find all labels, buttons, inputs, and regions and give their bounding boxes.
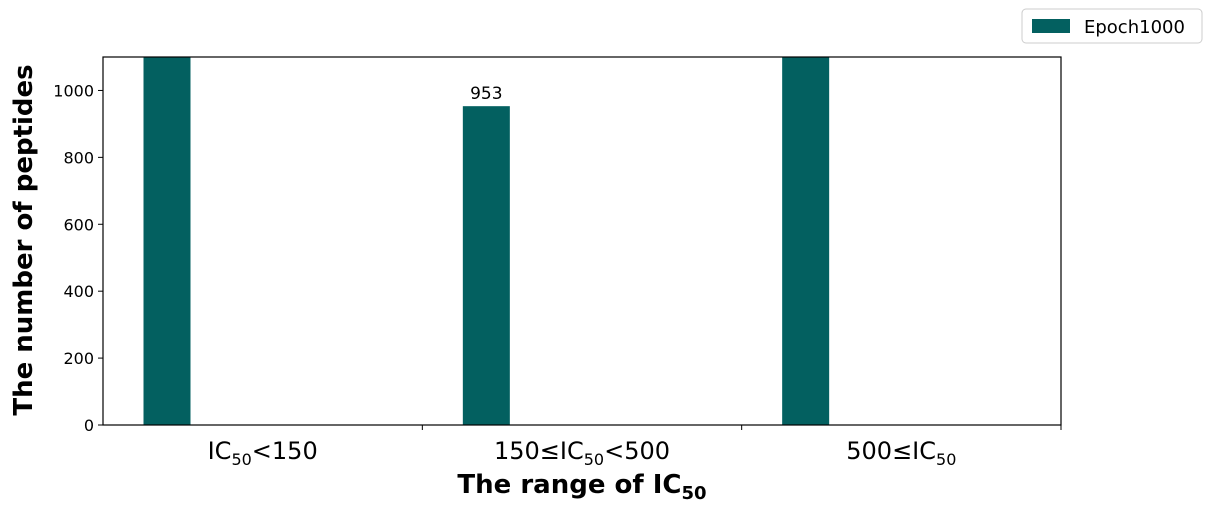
- y-tick-label-0: 0: [84, 416, 94, 435]
- y-tick-label-600: 600: [63, 215, 94, 234]
- y-tick-label-1000: 1000: [53, 81, 94, 100]
- y-tick-label-200: 200: [63, 349, 94, 368]
- legend: Epoch1000: [1021, 8, 1203, 44]
- x-tick-label-1: IC50<150: [208, 437, 318, 469]
- legend-swatch: [1032, 19, 1070, 33]
- x-axis: IC50<150 150≤IC50<500 500≤IC50: [208, 425, 1062, 469]
- y-tick-label-800: 800: [63, 148, 94, 167]
- legend-label: Epoch1000: [1084, 17, 1185, 38]
- bar-2: [462, 106, 510, 425]
- x-tick-label-2: 150≤IC50<500: [494, 437, 670, 469]
- x-axis-label: The range of IC50: [457, 470, 706, 504]
- plot-frame: [102, 56, 1062, 426]
- x-axis-label-subscript: 50: [682, 483, 707, 504]
- x-axis-label-text: The range of IC: [457, 470, 681, 500]
- bar-3: [782, 57, 830, 425]
- y-axis: 0 200 400 600 800 1000: [53, 81, 103, 435]
- data-label-2: 953: [470, 84, 502, 104]
- y-axis-label: The number of peptides: [9, 64, 39, 415]
- data-labels: 953: [470, 84, 502, 104]
- bar-1: [143, 57, 191, 425]
- bars: [143, 57, 830, 425]
- x-tick-label-3: 500≤IC50: [846, 437, 956, 469]
- legend-box: [1021, 8, 1203, 44]
- y-tick-label-400: 400: [63, 282, 94, 301]
